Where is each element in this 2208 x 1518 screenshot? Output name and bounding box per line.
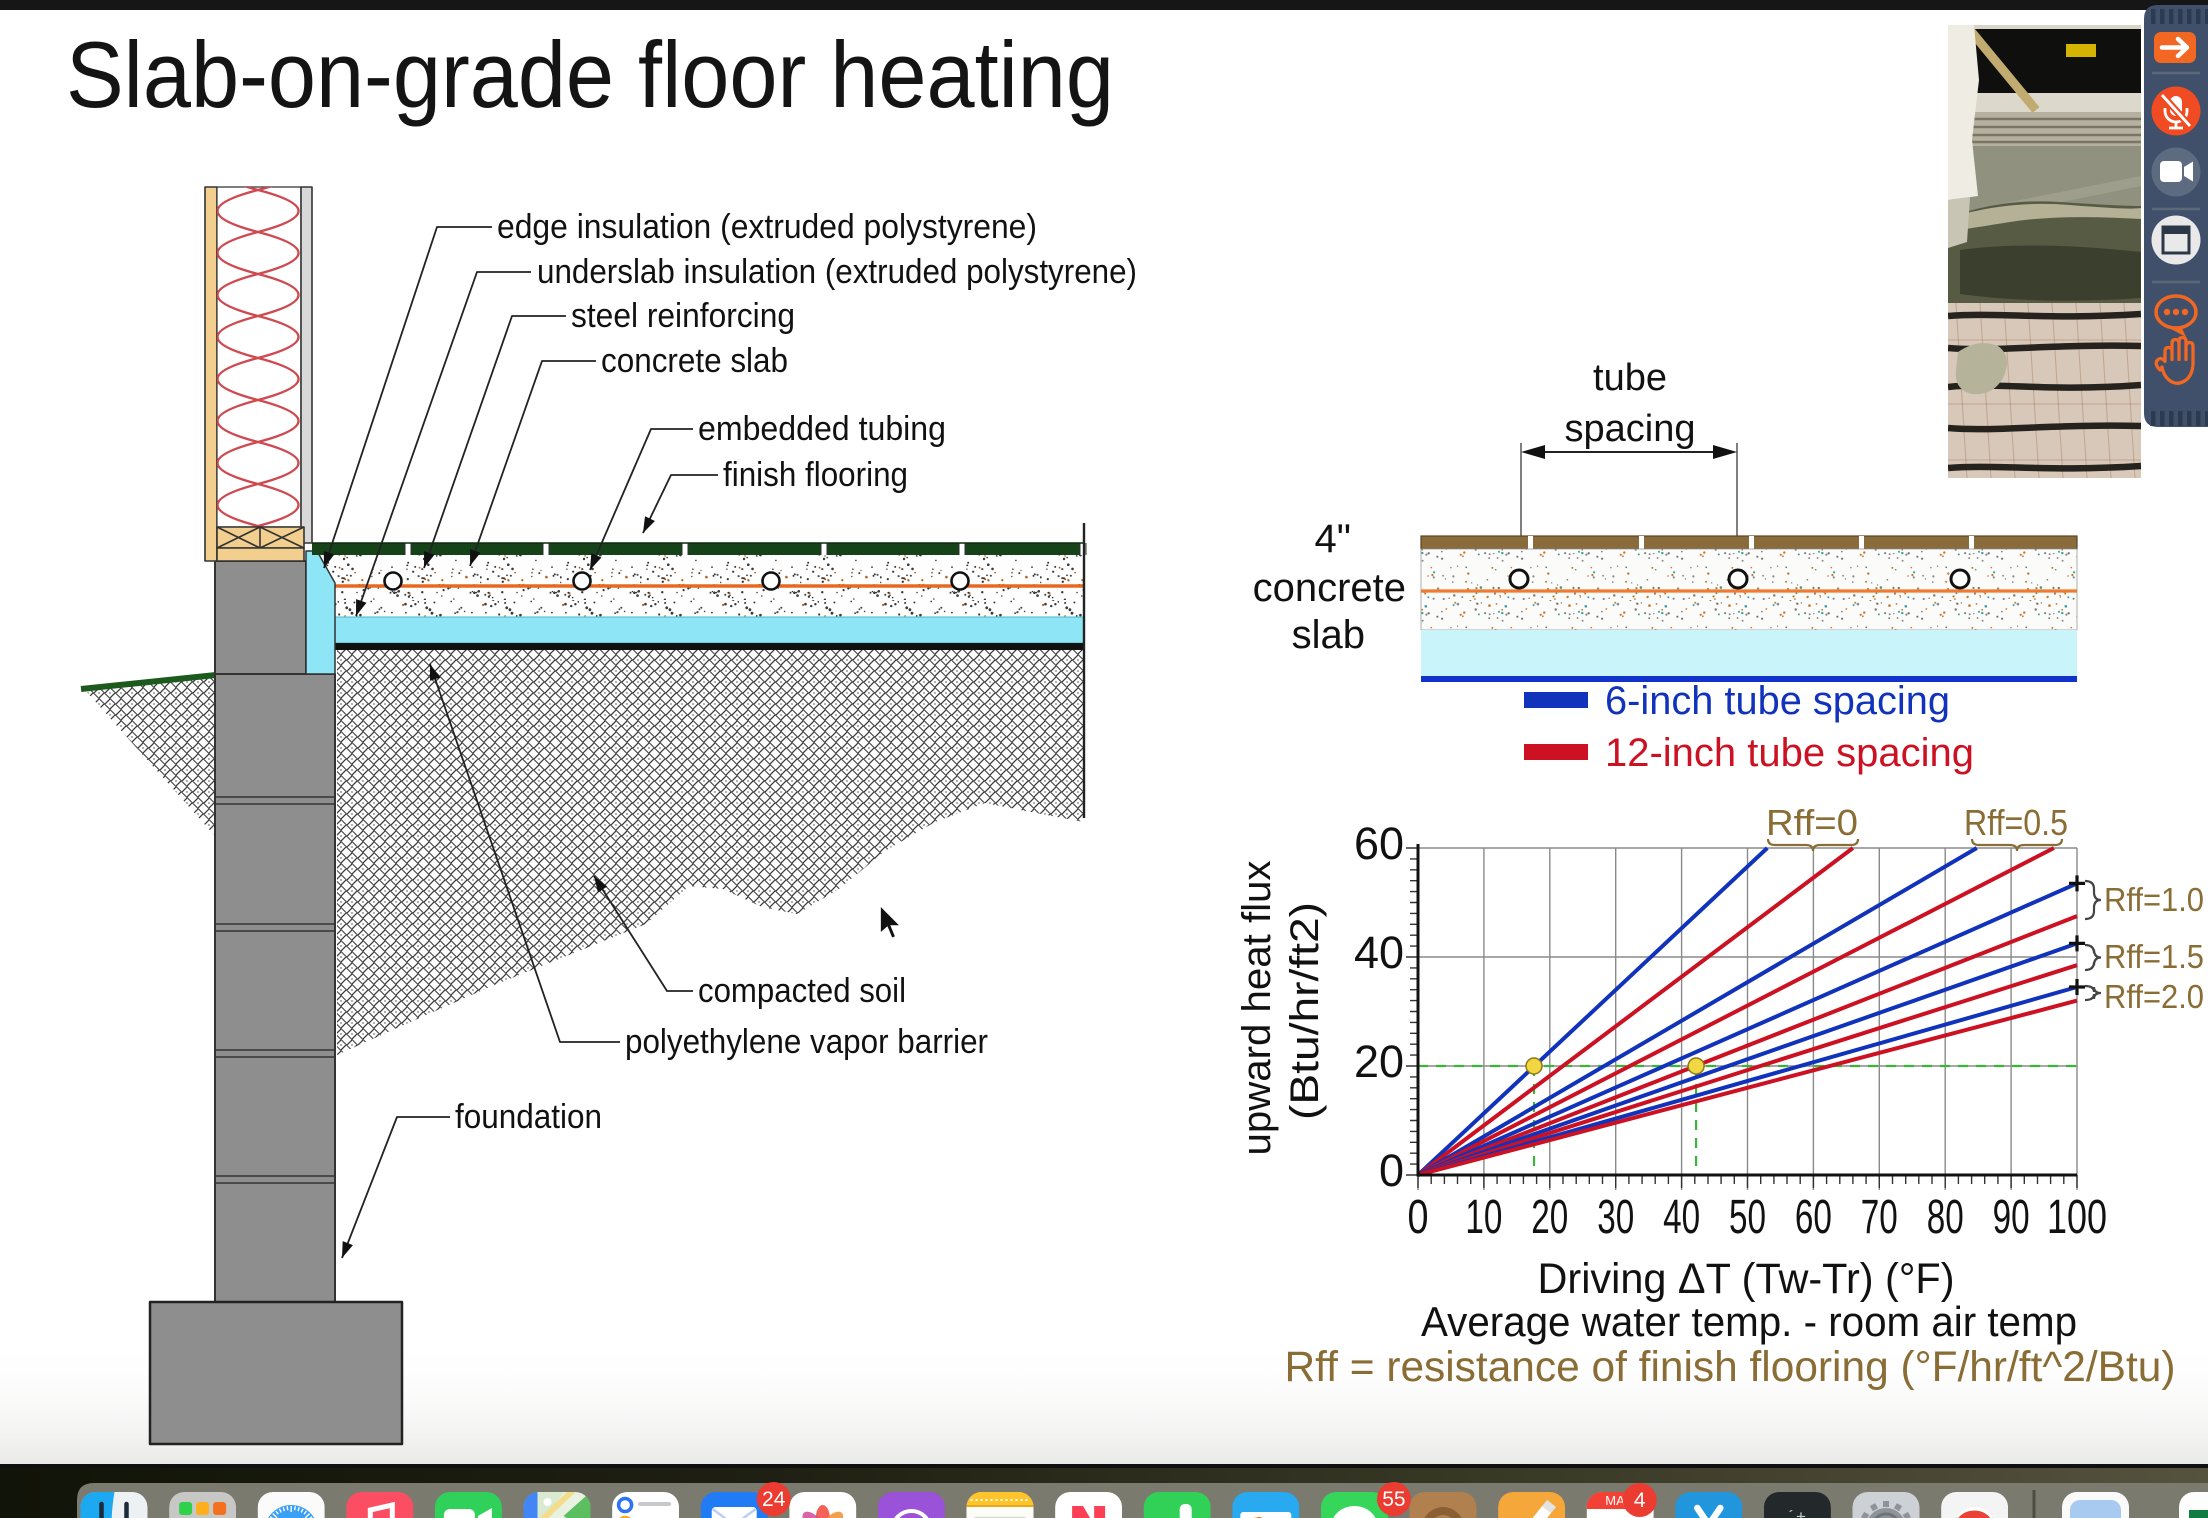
svg-text:Rff=1.0: Rff=1.0 [2104,881,2204,918]
svg-text:60: 60 [1795,1191,1832,1244]
svg-text:steel reinforcing: steel reinforcing [571,297,795,335]
svg-text:10: 10 [1465,1191,1502,1244]
svg-text:Rff=1.5: Rff=1.5 [2104,938,2204,975]
svg-text:20: 20 [1354,1036,1404,1087]
svg-text:4": 4" [1315,517,1351,561]
svg-text:concrete slab: concrete slab [601,342,788,380]
svg-text:polyethylene vapor barrier: polyethylene vapor barrier [625,1023,988,1061]
svg-text:upward heat flux: upward heat flux [1235,861,1279,1156]
svg-text:foundation: foundation [455,1098,602,1136]
svg-text:compacted soil: compacted soil [698,972,906,1010]
svg-text:Slab-on-grade floor heating: Slab-on-grade floor heating [66,22,1114,127]
svg-text:20: 20 [1531,1191,1568,1244]
svg-text:70: 70 [1861,1191,1898,1244]
svg-text:Rff=2.0: Rff=2.0 [2104,978,2204,1015]
svg-text:concrete: concrete [1253,566,1406,610]
svg-text:slab: slab [1292,613,1365,657]
svg-text:12-inch tube spacing: 12-inch tube spacing [1605,731,1974,775]
svg-text:0: 0 [1379,1145,1404,1196]
svg-text:underslab insulation (extruded: underslab insulation (extruded polystyre… [537,253,1137,291]
svg-text:90: 90 [1993,1191,2030,1244]
svg-text:55: 55 [1382,1488,1405,1511]
svg-text:finish flooring: finish flooring [723,456,908,494]
svg-text:24: 24 [762,1488,786,1511]
svg-text:40: 40 [1354,927,1404,978]
svg-text:Rff = resistance of finish flo: Rff = resistance of finish flooring (°F/… [1285,1343,2176,1391]
svg-text:40: 40 [1663,1191,1700,1244]
svg-text:4: 4 [1634,1489,1646,1512]
svg-text:0: 0 [1408,1191,1429,1244]
svg-text:edge insulation (extruded poly: edge insulation (extruded polystyrene) [497,208,1037,246]
svg-text:80: 80 [1927,1191,1964,1244]
svg-text:30: 30 [1597,1191,1634,1244]
svg-text:(Btu/hr/ft2): (Btu/hr/ft2) [1283,902,1327,1120]
svg-text:6-inch tube spacing: 6-inch tube spacing [1605,679,1950,723]
svg-text:50: 50 [1729,1191,1766,1244]
svg-text:Driving ΔT (Tw-Tr) (°F): Driving ΔT (Tw-Tr) (°F) [1538,1255,1955,1303]
svg-text:embedded tubing: embedded tubing [698,410,946,448]
svg-text:Rff=0.5: Rff=0.5 [1964,802,2068,843]
svg-text:Rff=0: Rff=0 [1766,802,1858,843]
svg-text:100: 100 [2047,1191,2107,1244]
svg-text:tube: tube [1593,357,1667,399]
svg-text:4: 4 [1610,1514,1629,1518]
svg-text:´+: ´+ [1786,1509,1806,1518]
svg-text:spacing: spacing [1565,408,1696,450]
svg-text:Average water temp. - room air: Average water temp. - room air temp [1421,1298,2077,1345]
svg-text:60: 60 [1354,818,1404,869]
